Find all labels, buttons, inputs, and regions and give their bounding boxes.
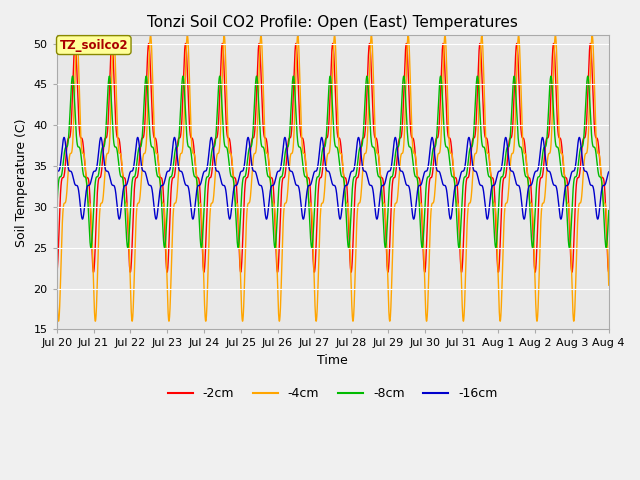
- -8cm: [436, 73, 444, 79]
- Y-axis label: Soil Temperature (C): Soil Temperature (C): [15, 118, 28, 247]
- Text: TZ_soilco2: TZ_soilco2: [60, 38, 128, 51]
- -16cm: [153, 214, 161, 219]
- -16cm: [264, 211, 271, 217]
- X-axis label: Time: Time: [317, 354, 348, 367]
- Line: -16cm: -16cm: [57, 137, 609, 219]
- -4cm: [588, 33, 596, 38]
- -4cm: [239, 318, 246, 324]
- -16cm: [605, 169, 612, 175]
- -2cm: [264, 148, 271, 154]
- Line: -2cm: -2cm: [57, 44, 609, 272]
- -4cm: [507, 157, 515, 163]
- -2cm: [507, 135, 515, 141]
- -2cm: [605, 269, 612, 275]
- -4cm: [605, 282, 612, 288]
- -16cm: [412, 203, 420, 209]
- Title: Tonzi Soil CO2 Profile: Open (East) Temperatures: Tonzi Soil CO2 Profile: Open (East) Temp…: [147, 15, 518, 30]
- -4cm: [384, 281, 392, 287]
- -2cm: [465, 174, 472, 180]
- -8cm: [264, 173, 271, 179]
- -4cm: [412, 155, 420, 161]
- -8cm: [412, 174, 420, 180]
- -2cm: [53, 269, 61, 275]
- -8cm: [384, 209, 392, 215]
- -8cm: [465, 153, 473, 158]
- Legend: -2cm, -4cm, -8cm, -16cm: -2cm, -4cm, -8cm, -16cm: [163, 383, 503, 406]
- -4cm: [264, 151, 271, 156]
- -4cm: [53, 282, 61, 288]
- -4cm: [465, 201, 472, 207]
- -16cm: [507, 168, 515, 173]
- -16cm: [384, 169, 392, 175]
- -16cm: [53, 169, 61, 175]
- -8cm: [507, 126, 515, 132]
- -8cm: [234, 245, 242, 251]
- Line: -8cm: -8cm: [57, 76, 609, 248]
- -4cm: [153, 151, 161, 156]
- Line: -4cm: -4cm: [57, 36, 609, 321]
- -8cm: [605, 208, 612, 214]
- -8cm: [153, 172, 161, 178]
- -16cm: [594, 216, 602, 222]
- -2cm: [412, 159, 420, 165]
- -2cm: [255, 41, 263, 47]
- -16cm: [244, 134, 252, 140]
- -2cm: [153, 144, 161, 150]
- -2cm: [384, 269, 392, 275]
- -16cm: [465, 135, 472, 141]
- -8cm: [53, 208, 61, 214]
